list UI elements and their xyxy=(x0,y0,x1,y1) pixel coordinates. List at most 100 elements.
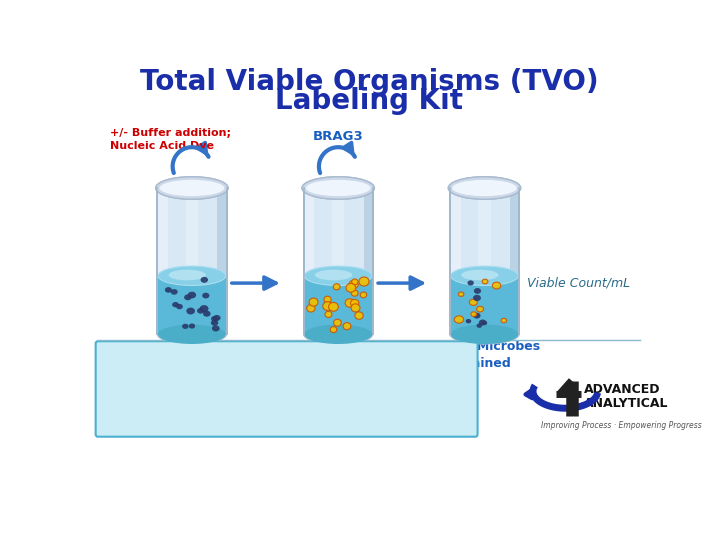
Ellipse shape xyxy=(469,299,477,306)
Ellipse shape xyxy=(197,308,204,314)
Ellipse shape xyxy=(482,321,487,325)
Text: Viable Count/mL: Viable Count/mL xyxy=(527,276,630,289)
Ellipse shape xyxy=(158,266,226,286)
Bar xyxy=(186,188,198,334)
Ellipse shape xyxy=(182,323,189,329)
Ellipse shape xyxy=(201,277,208,283)
Ellipse shape xyxy=(467,280,474,286)
Text: Labeling Kit: Labeling Kit xyxy=(275,87,463,115)
Ellipse shape xyxy=(324,296,331,303)
Bar xyxy=(158,276,226,334)
Ellipse shape xyxy=(306,180,371,196)
Ellipse shape xyxy=(351,299,359,307)
Ellipse shape xyxy=(325,311,332,318)
Ellipse shape xyxy=(305,266,372,286)
Ellipse shape xyxy=(160,180,224,196)
Ellipse shape xyxy=(479,320,486,326)
Ellipse shape xyxy=(359,277,369,286)
Ellipse shape xyxy=(477,306,484,312)
Ellipse shape xyxy=(158,325,226,344)
Bar xyxy=(450,188,519,334)
Ellipse shape xyxy=(351,304,360,312)
Text: Total Viable Organisms (TVO): Total Viable Organisms (TVO) xyxy=(140,68,598,96)
Ellipse shape xyxy=(466,319,471,323)
Text: » Surface Swabs: » Surface Swabs xyxy=(113,390,224,403)
Ellipse shape xyxy=(309,298,318,306)
Ellipse shape xyxy=(307,305,315,312)
Ellipse shape xyxy=(315,269,352,280)
Ellipse shape xyxy=(302,177,374,199)
Ellipse shape xyxy=(306,180,371,196)
Text: Improving Process · Empowering Progress: Improving Process · Empowering Progress xyxy=(541,421,701,430)
Ellipse shape xyxy=(473,295,481,301)
Bar xyxy=(305,276,372,334)
Ellipse shape xyxy=(156,177,228,199)
Ellipse shape xyxy=(452,180,517,196)
Ellipse shape xyxy=(451,266,518,286)
Ellipse shape xyxy=(171,289,178,295)
Ellipse shape xyxy=(492,282,501,289)
Ellipse shape xyxy=(501,318,507,323)
Bar xyxy=(510,188,519,334)
Ellipse shape xyxy=(355,312,363,319)
Ellipse shape xyxy=(454,316,464,323)
Ellipse shape xyxy=(459,292,464,296)
Ellipse shape xyxy=(186,308,195,314)
Ellipse shape xyxy=(305,325,372,344)
Text: +/- Buffer addition;
Nucleic Acid Dye: +/- Buffer addition; Nucleic Acid Dye xyxy=(110,128,231,151)
Text: All Microbes
Stained: All Microbes Stained xyxy=(295,340,381,370)
Ellipse shape xyxy=(462,269,498,280)
Ellipse shape xyxy=(160,180,224,196)
Ellipse shape xyxy=(349,280,359,288)
Bar xyxy=(157,188,227,334)
Bar xyxy=(478,188,490,334)
Bar xyxy=(157,188,168,334)
Ellipse shape xyxy=(449,177,521,199)
Ellipse shape xyxy=(451,325,518,344)
Ellipse shape xyxy=(452,180,517,196)
Bar xyxy=(217,188,227,334)
Text: BRAG3: BRAG3 xyxy=(312,130,364,143)
Ellipse shape xyxy=(346,284,356,292)
Ellipse shape xyxy=(333,284,340,290)
Ellipse shape xyxy=(302,177,374,199)
Ellipse shape xyxy=(156,177,228,199)
Ellipse shape xyxy=(474,288,481,294)
Ellipse shape xyxy=(343,322,351,329)
Ellipse shape xyxy=(176,304,183,309)
Ellipse shape xyxy=(202,293,210,299)
Ellipse shape xyxy=(211,316,218,322)
Ellipse shape xyxy=(213,315,220,321)
Ellipse shape xyxy=(323,302,333,310)
Text: Test Sample
w/ Microbes: Test Sample w/ Microbes xyxy=(149,340,235,370)
Text: » Pure cultures: » Pure cultures xyxy=(113,413,214,426)
Ellipse shape xyxy=(328,302,338,311)
Ellipse shape xyxy=(203,310,210,317)
FancyBboxPatch shape xyxy=(96,341,477,437)
Ellipse shape xyxy=(351,290,358,296)
Ellipse shape xyxy=(189,323,195,328)
Text: Viable Microbes
Stained: Viable Microbes Stained xyxy=(429,340,540,370)
Ellipse shape xyxy=(188,292,196,299)
Ellipse shape xyxy=(449,177,521,199)
Ellipse shape xyxy=(212,325,220,332)
Ellipse shape xyxy=(482,279,488,284)
Ellipse shape xyxy=(211,320,218,326)
Ellipse shape xyxy=(333,319,341,326)
Bar xyxy=(304,188,373,334)
Ellipse shape xyxy=(172,302,179,307)
Ellipse shape xyxy=(330,327,337,333)
Ellipse shape xyxy=(199,305,209,312)
Bar xyxy=(304,188,315,334)
Ellipse shape xyxy=(471,312,477,316)
Ellipse shape xyxy=(304,325,373,344)
Bar xyxy=(451,276,518,334)
Text: ADVANCED: ADVANCED xyxy=(584,383,660,396)
Ellipse shape xyxy=(157,325,227,344)
Ellipse shape xyxy=(360,292,366,298)
Ellipse shape xyxy=(450,325,519,344)
Ellipse shape xyxy=(473,313,480,319)
Ellipse shape xyxy=(351,279,358,285)
Ellipse shape xyxy=(477,323,482,328)
Bar xyxy=(364,188,373,334)
